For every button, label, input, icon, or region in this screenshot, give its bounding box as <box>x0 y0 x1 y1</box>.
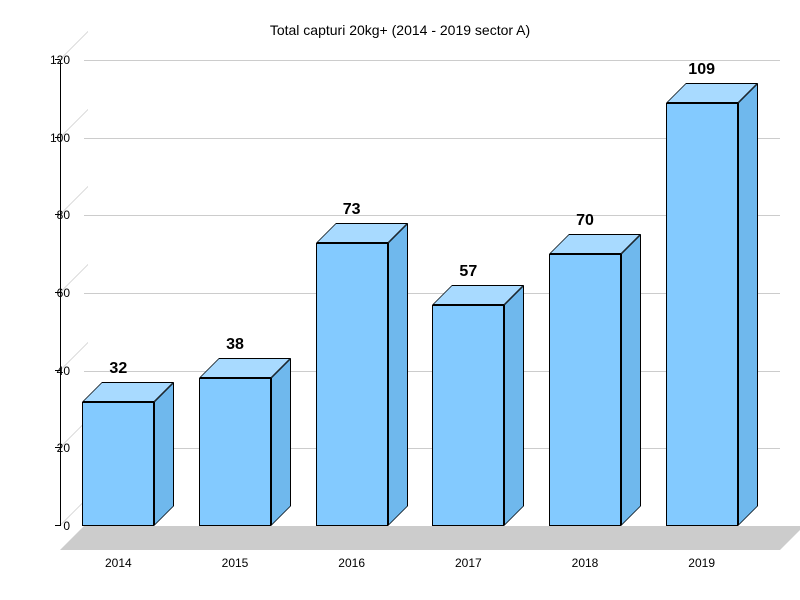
bar-front-face <box>666 103 738 526</box>
bar: 57 <box>432 305 504 526</box>
bar-front-face <box>549 254 621 526</box>
bar-side-face <box>271 358 291 526</box>
y-axis-tick-label: 20 <box>30 441 70 455</box>
x-axis-tick-label: 2016 <box>338 556 365 570</box>
bar-side-face <box>738 83 758 526</box>
bar-value-label: 70 <box>576 212 594 230</box>
bar-side-face <box>154 382 174 526</box>
bar-value-label: 57 <box>459 263 477 281</box>
bar-value-label: 32 <box>109 360 127 378</box>
gridline <box>84 60 780 61</box>
bar: 70 <box>549 254 621 526</box>
y-axis-tick-label: 40 <box>30 364 70 378</box>
x-axis-tick-label: 2014 <box>105 556 132 570</box>
bar-front-face <box>199 378 271 526</box>
bar: 38 <box>199 378 271 526</box>
bar-side-face <box>388 223 408 526</box>
x-axis-tick-label: 2019 <box>688 556 715 570</box>
y-axis-tick-label: 100 <box>30 131 70 145</box>
bar: 32 <box>82 402 154 526</box>
bar-front-face <box>316 243 388 526</box>
bar-side-face <box>621 234 641 526</box>
y-axis-tick-label: 80 <box>30 208 70 222</box>
x-axis-tick-label: 2017 <box>455 556 482 570</box>
x-axis-tick-label: 2018 <box>572 556 599 570</box>
bar-value-label: 38 <box>226 336 244 354</box>
bar-value-label: 109 <box>688 61 715 79</box>
y-axis-tick-label: 120 <box>30 53 70 67</box>
bar-value-label: 73 <box>343 201 361 219</box>
x-axis-tick-label: 2015 <box>222 556 249 570</box>
y-axis-tick-label: 60 <box>30 286 70 300</box>
plot-floor <box>60 526 800 550</box>
bar: 73 <box>316 243 388 526</box>
bar: 109 <box>666 103 738 526</box>
chart-title: Total capturi 20kg+ (2014 - 2019 sector … <box>0 22 800 38</box>
bar-front-face <box>82 402 154 526</box>
chart-area: 3238735770109 201420152016201720182019 <box>60 60 780 550</box>
bar-front-face <box>432 305 504 526</box>
y-axis-tick-label: 0 <box>30 519 70 533</box>
bar-side-face <box>504 285 524 526</box>
